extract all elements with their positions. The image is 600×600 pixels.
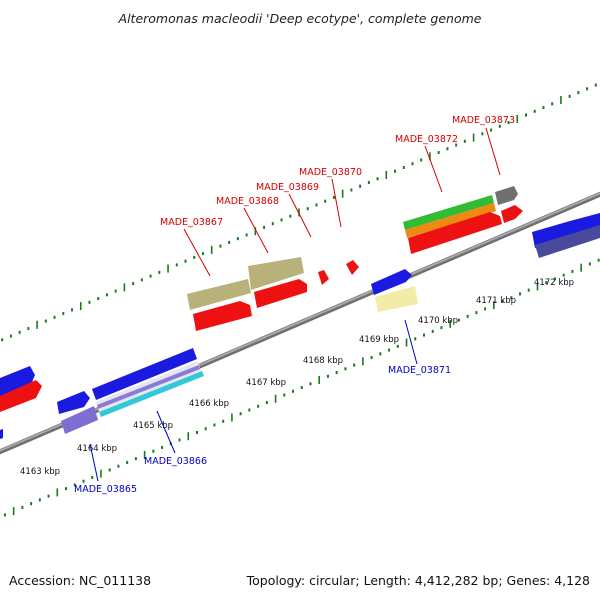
- gene-made-03872-red[interactable]: [408, 212, 502, 254]
- gene-made-03867-red[interactable]: [193, 301, 252, 331]
- gene-label-made-03867[interactable]: MADE_03867: [160, 217, 223, 228]
- tick-label: 4168 kbp: [303, 356, 343, 366]
- gene-label-made-03868[interactable]: MADE_03868: [216, 196, 279, 207]
- gene-blue-right-edge[interactable]: [532, 213, 600, 248]
- gene-made-03865-blue[interactable]: [57, 391, 90, 414]
- gene-made-03873-gray[interactable]: [495, 186, 518, 205]
- gene-made-03871-blue[interactable]: [371, 269, 412, 295]
- tick-label: 4166 kbp: [189, 399, 229, 409]
- map-title: Alteromonas macleodii 'Deep ecotype', co…: [118, 11, 482, 26]
- gene-label-made-03869[interactable]: MADE_03869: [256, 182, 319, 193]
- gene-label-made-03873[interactable]: MADE_03873: [452, 115, 515, 126]
- gene-labels: MADE_03867 MADE_03868 MADE_03869 MADE_03…: [74, 115, 515, 495]
- gene-made-03868-olive[interactable]: [248, 257, 304, 290]
- gene-made-03868-red[interactable]: [254, 279, 307, 308]
- gene-blue-left-edge-small[interactable]: [0, 429, 3, 439]
- gene-made-03870-red[interactable]: [346, 260, 359, 275]
- gene-made-03873-red[interactable]: [501, 205, 523, 223]
- gene-made-03871-yellow[interactable]: [375, 286, 418, 312]
- tick-label: 4163 kbp: [20, 467, 60, 477]
- gene-blue-left-edge[interactable]: [0, 366, 35, 399]
- gene-navy-right-edge[interactable]: [535, 225, 600, 258]
- gene-made-03866-lavender[interactable]: [97, 365, 200, 409]
- label-leaders: [89, 127, 501, 482]
- tick-label: 4169 kbp: [359, 335, 399, 345]
- gene-made-03866-blue[interactable]: [92, 348, 197, 400]
- gene-label-made-03865[interactable]: MADE_03865: [74, 484, 137, 495]
- genome-stats-text: Topology: circular; Length: 4,412,282 bp…: [246, 573, 590, 588]
- gene-made-03872-green[interactable]: [403, 195, 494, 230]
- gene-made-03872-orange[interactable]: [405, 203, 496, 238]
- tick-label: 4164 kbp: [77, 444, 117, 454]
- gene-label-made-03866[interactable]: MADE_03866: [144, 456, 207, 467]
- lower-tick-row: [3, 258, 600, 517]
- upper-tick-row: [1, 83, 597, 342]
- feature-layer: [0, 186, 600, 439]
- tick-label: 4172 kbp: [534, 278, 574, 288]
- gene-label-made-03870[interactable]: MADE_03870: [299, 167, 362, 178]
- gene-made-03867-olive[interactable]: [187, 279, 251, 310]
- gene-label-made-03872[interactable]: MADE_03872: [395, 134, 458, 145]
- gene-red-left-edge[interactable]: [0, 380, 42, 412]
- gene-label-made-03871[interactable]: MADE_03871: [388, 365, 451, 376]
- accession-text: Accession: NC_011138: [9, 573, 152, 588]
- gene-made-03865-lavender[interactable]: [61, 406, 98, 434]
- tick-label: 4171 kbp: [476, 296, 516, 306]
- tick-label: 4165 kbp: [133, 421, 173, 431]
- tick-label: 4170 kbp: [418, 316, 458, 326]
- gene-made-03869-red[interactable]: [318, 270, 329, 285]
- tick-label: 4167 kbp: [246, 378, 286, 388]
- tick-label-group: 4163 kbp 4164 kbp 4165 kbp 4166 kbp 4167 kbp…: [20, 278, 574, 477]
- gene-made-03866-cyan[interactable]: [99, 371, 204, 417]
